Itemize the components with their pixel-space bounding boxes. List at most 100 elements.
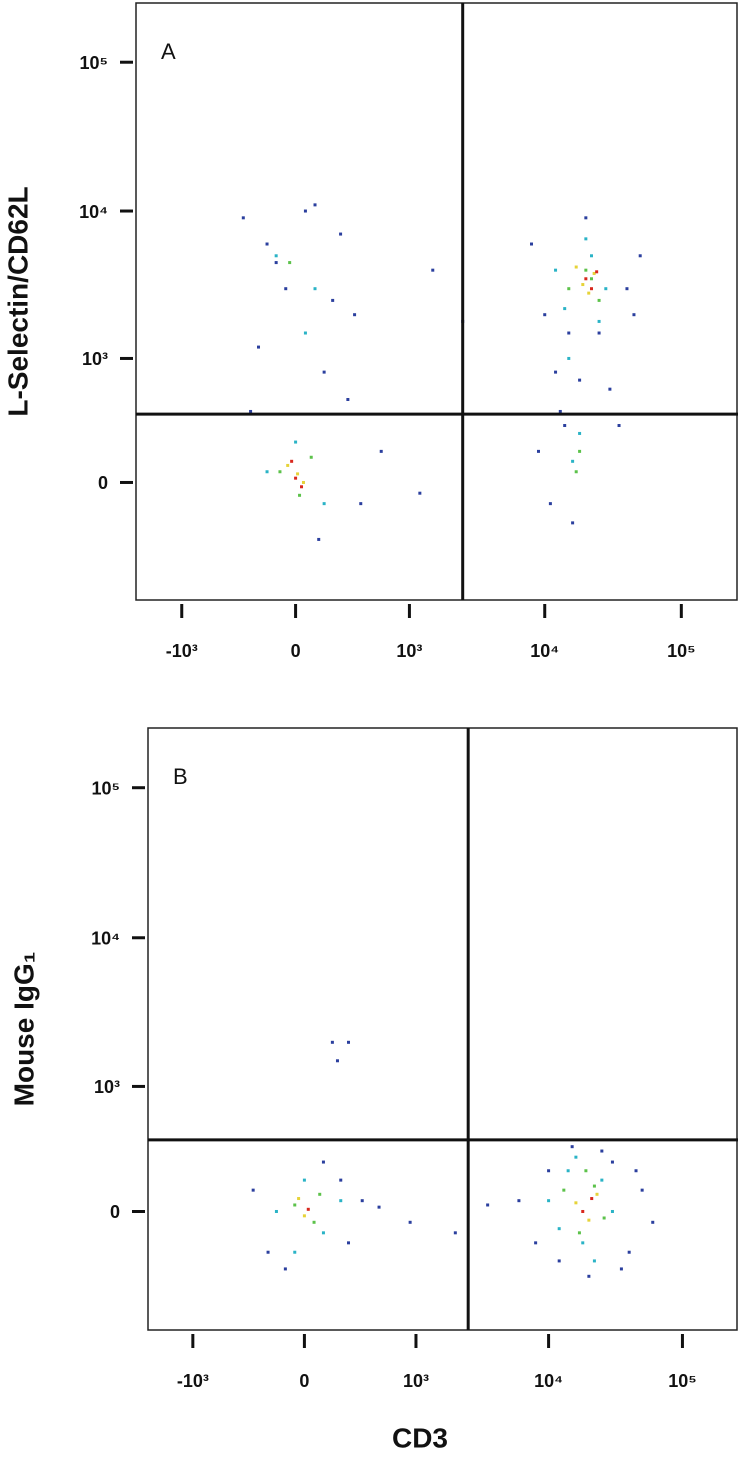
y-tick-label: 10⁴ (79, 202, 108, 222)
event-point (313, 203, 317, 207)
event-point (353, 313, 357, 317)
event-point (597, 298, 601, 302)
event-point (293, 1203, 297, 1207)
event-point (322, 370, 326, 374)
event-point (584, 237, 588, 241)
event-point (592, 1184, 596, 1188)
event-point (486, 1203, 490, 1207)
event-point (581, 1209, 585, 1213)
event-point (298, 493, 302, 497)
event-point (570, 1145, 574, 1149)
x-axis-title: CD3 (392, 1422, 448, 1453)
event-point (587, 1218, 591, 1222)
event-point (288, 261, 292, 265)
event-point (359, 502, 363, 506)
event-point (274, 261, 278, 265)
event-point (651, 1220, 655, 1224)
panel-label: A (161, 39, 176, 64)
event-point (297, 1197, 301, 1201)
panel-label: B (173, 764, 188, 789)
event-point (302, 1214, 306, 1218)
x-tick-label: 10⁴ (534, 1371, 563, 1391)
plot-frame (135, 2, 738, 601)
event-point (317, 537, 321, 541)
event-point (567, 331, 571, 335)
event-point (567, 287, 571, 291)
event-point (554, 268, 558, 272)
event-point (306, 1207, 310, 1211)
event-point (566, 1169, 570, 1173)
event-point (557, 1259, 561, 1263)
event-point (571, 459, 575, 463)
event-point (543, 313, 547, 317)
event-point (617, 424, 621, 428)
event-point (251, 1188, 255, 1192)
event-point (274, 254, 278, 258)
event-point (293, 1250, 297, 1254)
y-tick-label: 10³ (82, 349, 108, 369)
event-point (418, 491, 422, 495)
event-point (347, 1241, 351, 1245)
event-point (608, 387, 612, 391)
event-point (266, 1250, 270, 1254)
event-point (584, 277, 588, 281)
event-point (554, 370, 558, 374)
event-point (322, 502, 326, 506)
event-point (595, 270, 599, 274)
event-point (574, 1155, 578, 1159)
event-point (257, 345, 261, 349)
event-point (563, 424, 567, 428)
y-tick-label: 10⁴ (91, 929, 120, 949)
event-point (379, 449, 383, 453)
event-point (283, 1267, 287, 1271)
event-point (303, 331, 307, 335)
event-point (595, 1192, 599, 1196)
event-point (453, 1231, 457, 1235)
event-point (590, 1197, 594, 1201)
event-point (578, 378, 582, 382)
event-point (284, 287, 288, 291)
event-point (563, 307, 567, 311)
event-point (587, 291, 591, 295)
event-point (346, 397, 350, 401)
x-tick-label: 10⁵ (667, 641, 695, 661)
event-point (302, 1178, 306, 1182)
event-point (578, 431, 582, 435)
y-tick-label: 10⁵ (80, 53, 108, 73)
event-point (530, 242, 534, 246)
event-point (597, 319, 601, 323)
event-point (574, 470, 578, 474)
event-point (584, 1169, 588, 1173)
y-tick-label: 10⁵ (92, 778, 120, 798)
event-point (290, 459, 294, 463)
event-point (517, 1199, 521, 1203)
event-point (625, 287, 629, 291)
y-tick-label: 0 (110, 1202, 120, 1222)
event-point (638, 254, 642, 258)
event-point (632, 313, 636, 317)
x-tick-label: 10³ (396, 641, 422, 661)
event-point (294, 476, 298, 480)
x-tick-label: -10³ (177, 1371, 209, 1391)
event-point (562, 1188, 566, 1192)
event-point (589, 254, 593, 258)
event-point (640, 1188, 644, 1192)
event-point (274, 1209, 278, 1213)
event-point (602, 1216, 606, 1220)
event-point (584, 268, 588, 272)
event-point (318, 1192, 322, 1196)
event-point (347, 1040, 351, 1044)
event-point (339, 1178, 343, 1182)
event-point (408, 1220, 412, 1224)
event-point (600, 1178, 604, 1182)
event-point (303, 209, 307, 213)
event-point (339, 232, 343, 236)
event-point (584, 216, 588, 220)
event-point (548, 502, 552, 506)
event-point (587, 1274, 591, 1278)
event-point (634, 1169, 638, 1173)
event-point (431, 268, 435, 272)
x-tick-label: 10⁵ (668, 1371, 696, 1391)
event-point (330, 1040, 334, 1044)
